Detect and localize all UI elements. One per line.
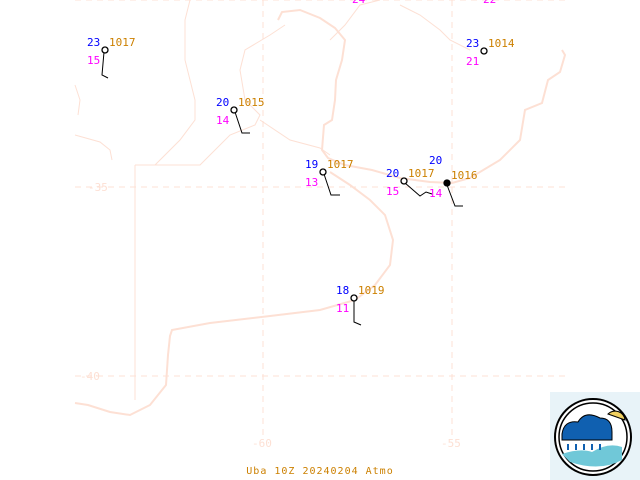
- sky-cover-icon: [230, 106, 238, 114]
- station-temperature: 19: [305, 158, 318, 171]
- station-dewpoint: 21: [466, 55, 479, 68]
- station-dewpoint: 15: [386, 185, 399, 198]
- weather-service-logo-icon: [554, 398, 632, 476]
- station-temperature: 20: [429, 154, 442, 167]
- sky-cover-icon: [319, 168, 327, 176]
- station-dewpoint: 11: [336, 302, 349, 315]
- wind-barb-icon: [323, 173, 340, 196]
- edge-label: 22: [483, 0, 496, 6]
- logo: [550, 392, 640, 480]
- station-temperature: 18: [336, 284, 349, 297]
- wind-barb-icon: [404, 182, 433, 197]
- station-pressure: 1017: [327, 158, 354, 171]
- edge-labels: 24 22: [352, 0, 496, 6]
- station-dewpoint: 13: [305, 176, 318, 189]
- station-dewpoint: 14: [429, 187, 443, 200]
- coastlines-and-borders: [74, 0, 567, 417]
- sky-cover-icon: [443, 179, 451, 187]
- wind-barb-icon: [353, 300, 362, 326]
- station-pressure: 1014: [488, 37, 515, 50]
- label-lon-55: -55: [441, 437, 461, 450]
- station-temperature: 20: [216, 96, 229, 109]
- station-pressure: 1016: [451, 169, 478, 182]
- wind-barb-icon: [446, 184, 463, 207]
- map-caption: Uba 10Z 20240204 Atmo: [246, 466, 394, 477]
- sky-cover-icon: [480, 47, 488, 55]
- wind-barb-icon: [234, 111, 250, 134]
- sky-cover-icon: [350, 294, 358, 302]
- station-pressure: 1017: [109, 36, 136, 49]
- edge-label: 24: [352, 0, 366, 6]
- station-dewpoint: 15: [87, 54, 100, 67]
- label-lat-40: -40: [80, 370, 100, 383]
- graticule: -35 -40 -60 -55: [75, 0, 565, 450]
- station-pressure: 1019: [358, 284, 385, 297]
- station-plot: 18 1019 11: [336, 284, 385, 326]
- station-plot: 19 1017 13: [305, 158, 354, 196]
- station-pressure: 1017: [408, 167, 435, 180]
- label-lat-35: -35: [88, 181, 108, 194]
- label-lon-60: -60: [252, 437, 272, 450]
- wind-barb-icon: [101, 51, 109, 79]
- station-temperature: 23: [87, 36, 100, 49]
- station-pressure: 1015: [238, 96, 265, 109]
- station-plot: 20 1016 14: [429, 154, 478, 207]
- station-plot: 23 1014 21: [466, 37, 515, 68]
- station-plot: 20 1015 14: [216, 96, 265, 134]
- station-plot: 20 1017 15: [386, 167, 435, 198]
- station-plot: 23 1017 15: [87, 36, 136, 79]
- station-temperature: 20: [386, 167, 399, 180]
- sky-cover-icon: [400, 177, 408, 185]
- sky-cover-icon: [101, 46, 109, 54]
- station-dewpoint: 14: [216, 114, 230, 127]
- station-temperature: 23: [466, 37, 479, 50]
